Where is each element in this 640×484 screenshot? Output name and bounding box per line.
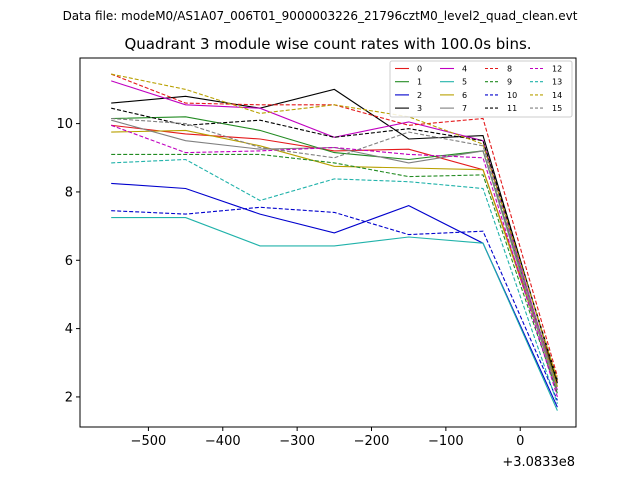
legend-label-12: 12 — [552, 65, 562, 74]
series-line-15 — [111, 117, 558, 391]
legend-label-9: 9 — [507, 78, 512, 87]
legend-label-11: 11 — [507, 104, 517, 113]
x-tick-label: 0 — [516, 434, 524, 449]
legend-label-4: 4 — [462, 65, 467, 74]
series-line-10 — [111, 206, 558, 401]
y-tick-label: 4 — [65, 322, 73, 337]
series-line-4 — [111, 80, 558, 391]
legend-label-14: 14 — [552, 91, 562, 100]
y-tick-label: 2 — [65, 390, 73, 405]
x-tick-label: −300 — [279, 434, 315, 449]
legend-label-7: 7 — [462, 104, 467, 113]
legend-label-10: 10 — [507, 91, 517, 100]
series-line-6 — [111, 129, 558, 387]
y-tick-label: 6 — [65, 254, 73, 269]
x-tick-label: −200 — [354, 434, 390, 449]
legend-label-0: 0 — [417, 65, 422, 74]
legend-frame — [389, 60, 573, 118]
chart-title: Quadrant 3 module wise count rates with … — [124, 35, 531, 53]
legend-label-5: 5 — [462, 78, 467, 87]
series-line-13 — [111, 158, 558, 404]
x-tick-label: −500 — [131, 434, 167, 449]
series-line-14 — [111, 73, 558, 381]
x-tick-label: −400 — [205, 434, 241, 449]
legend-label-1: 1 — [417, 78, 422, 87]
series-lines — [111, 73, 558, 411]
series-line-3 — [111, 88, 558, 384]
x-axis: −500 −400 −300 −200 −100 0 — [131, 427, 524, 449]
suptitle: Data file: modeM0/AS1A07_006T01_90000032… — [63, 9, 578, 23]
y-axis: 2 4 6 8 10 — [56, 117, 80, 405]
x-offset-label: +3.0833e8 — [502, 455, 575, 470]
series-line-9 — [111, 153, 558, 394]
x-tick-label: −100 — [428, 434, 464, 449]
series-line-12 — [111, 124, 558, 398]
legend-label-6: 6 — [462, 91, 467, 100]
y-tick-label: 10 — [56, 117, 73, 132]
series-line-5 — [111, 217, 558, 411]
plot-frame — [79, 57, 577, 428]
legend-label-8: 8 — [507, 65, 512, 74]
y-tick-label: 8 — [65, 185, 73, 200]
legend-label-13: 13 — [552, 78, 562, 87]
legend-label-3: 3 — [417, 104, 422, 113]
legend-label-2: 2 — [417, 91, 422, 100]
legend-label-15: 15 — [552, 104, 562, 113]
